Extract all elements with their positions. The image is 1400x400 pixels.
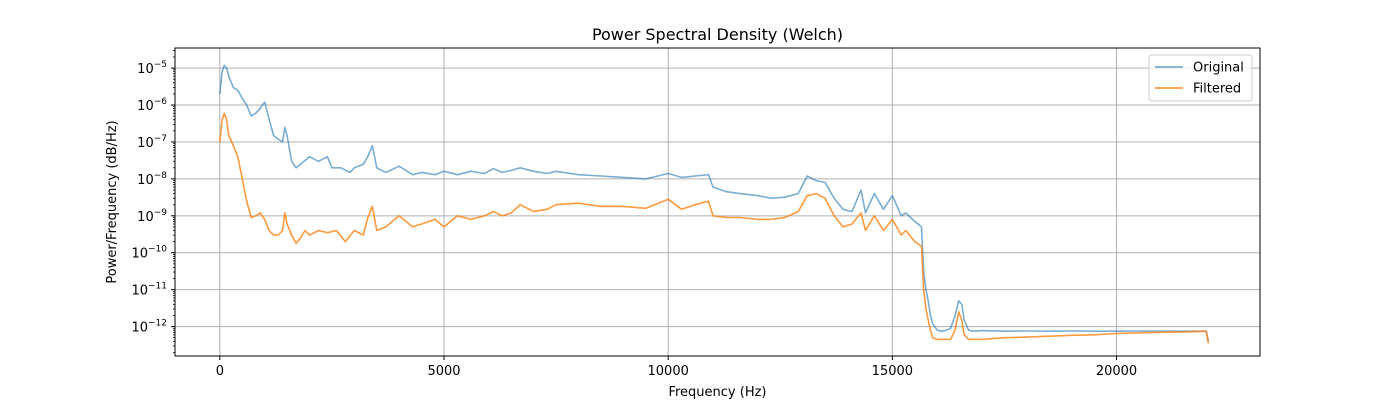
y-axis-label: Power/Frequency (dB/Hz)	[105, 120, 120, 283]
chart-title: Power Spectral Density (Welch)	[592, 25, 843, 44]
x-tick-label: 5000	[427, 364, 460, 379]
y-tick-exponent: −11	[148, 282, 167, 292]
y-tick-label: 10−12	[131, 319, 167, 336]
y-tick-label: 10−9	[137, 208, 167, 225]
y-tick-exponent: −10	[148, 245, 167, 255]
x-tick-label: 0	[216, 364, 224, 379]
y-tick-base: 10	[137, 173, 154, 188]
y-tick-base: 10	[137, 136, 154, 151]
y-tick-exponent: −8	[154, 171, 168, 181]
y-tick-exponent: −6	[154, 97, 168, 107]
series-line-original	[219, 64, 1210, 342]
y-tick-label: 10−8	[137, 171, 167, 188]
y-tick-label: 10−10	[131, 245, 167, 262]
y-tick-base: 10	[137, 210, 154, 225]
y-tick-exponent: −5	[154, 60, 167, 70]
legend-label-filtered: Filtered	[1193, 82, 1241, 97]
y-tick-label: 10−11	[131, 282, 167, 299]
y-tick-base: 10	[131, 321, 148, 336]
legend-label-original: Original	[1193, 61, 1244, 76]
x-axis-label: Frequency (Hz)	[668, 385, 766, 400]
x-tick-label: 15000	[872, 364, 913, 379]
y-tick-base: 10	[137, 62, 154, 77]
y-tick-exponent: −9	[154, 208, 168, 218]
y-tick-label: 10−7	[137, 134, 167, 151]
series-line-filtered	[219, 112, 1210, 344]
plot-frame	[174, 47, 1261, 357]
y-tick-exponent: −12	[148, 319, 167, 329]
x-tick-label: 20000	[1096, 364, 1137, 379]
y-tick-label: 10−5	[137, 60, 167, 77]
x-tick-label: 10000	[648, 364, 689, 379]
y-tick-exponent: −7	[154, 134, 167, 144]
legend: Original Filtered	[1148, 54, 1253, 102]
series-layer	[219, 64, 1210, 344]
y-tick-base: 10	[131, 284, 148, 299]
y-tick-base: 10	[137, 99, 154, 114]
y-tick-base: 10	[131, 247, 148, 262]
grid-layer	[175, 48, 1260, 356]
y-tick-label: 10−6	[137, 97, 167, 114]
tick-layer: 0 5000 10000 15000 2000010−510−610−710−810−9…	[131, 50, 1137, 379]
